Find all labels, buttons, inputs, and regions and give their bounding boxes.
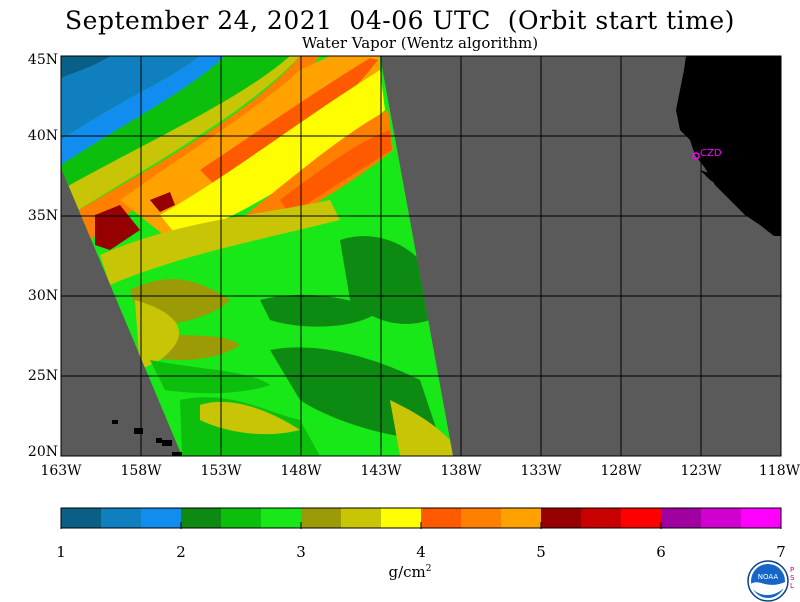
lon-label-118w: 118W <box>758 463 800 479</box>
lat-label-35n: 35N <box>27 208 58 224</box>
lat-label-20n: 20N <box>27 444 58 460</box>
station-marker <box>692 152 700 160</box>
lat-label-40n: 40N <box>27 128 58 144</box>
colorbar-swatch <box>461 508 502 528</box>
colorbar-swatch <box>261 508 302 528</box>
colorbar-swatch <box>421 508 462 528</box>
colorbar-swatch <box>541 508 582 528</box>
colorbar-tick-label: 4 <box>416 543 426 561</box>
lon-label-163w: 163W <box>40 463 82 479</box>
noaa-logo-text: NOAA <box>758 573 779 581</box>
lat-label-45n: 45N <box>27 52 58 68</box>
colorbar-swatch <box>501 508 542 528</box>
colorbar-swatch <box>741 508 782 528</box>
lon-label-148w: 148W <box>280 463 322 479</box>
colorbar-swatch <box>301 508 342 528</box>
lon-label-158w: 158W <box>120 463 162 479</box>
lat-label-30n: 30N <box>27 288 58 304</box>
land-mass <box>700 170 718 185</box>
lon-label-123w: 123W <box>680 463 722 479</box>
colorbar-tick-label: 1 <box>56 543 66 561</box>
colorbar <box>60 507 782 529</box>
colorbar-swatch <box>381 508 422 528</box>
colorbar-tick-label: 6 <box>656 543 666 561</box>
lon-label-143w: 143W <box>360 463 402 479</box>
colorbar-swatch <box>341 508 382 528</box>
colorbar-tick-label: 3 <box>296 543 306 561</box>
lon-label-128w: 128W <box>600 463 642 479</box>
colorbar-swatch <box>621 508 662 528</box>
colorbar-tick-label: 7 <box>776 543 786 561</box>
map-title: September 24, 2021 04-06 UTC (Orbit star… <box>65 6 735 35</box>
colorbar-swatch <box>581 508 622 528</box>
colorbar-unit: g/cm2 <box>388 563 432 581</box>
colorbar-swatch <box>61 508 102 528</box>
colorbar-tick-label: 5 <box>536 543 546 561</box>
lat-lon-grid <box>61 56 781 456</box>
land-mass <box>676 56 781 236</box>
colorbar-tick-label: 2 <box>176 543 186 561</box>
station-label: CZD <box>700 148 722 159</box>
noaa-logo: NOAA <box>747 560 789 602</box>
plot-frame <box>60 55 782 457</box>
colorbar-swatch <box>701 508 742 528</box>
colorbar-swatch <box>181 508 222 528</box>
colorbar-swatch <box>141 508 182 528</box>
lon-label-138w: 138W <box>440 463 482 479</box>
colorbar-swatch <box>661 508 702 528</box>
colorbar-swatch <box>101 508 142 528</box>
colorbar-swatch <box>221 508 262 528</box>
map-subtitle: Water Vapor (Wentz algorithm) <box>301 34 539 52</box>
lon-label-153w: 153W <box>200 463 242 479</box>
lon-label-133w: 133W <box>520 463 562 479</box>
hawaiian-islands <box>112 420 182 456</box>
psl-side-text: P S L <box>790 566 795 590</box>
lat-label-25n: 25N <box>27 368 58 384</box>
